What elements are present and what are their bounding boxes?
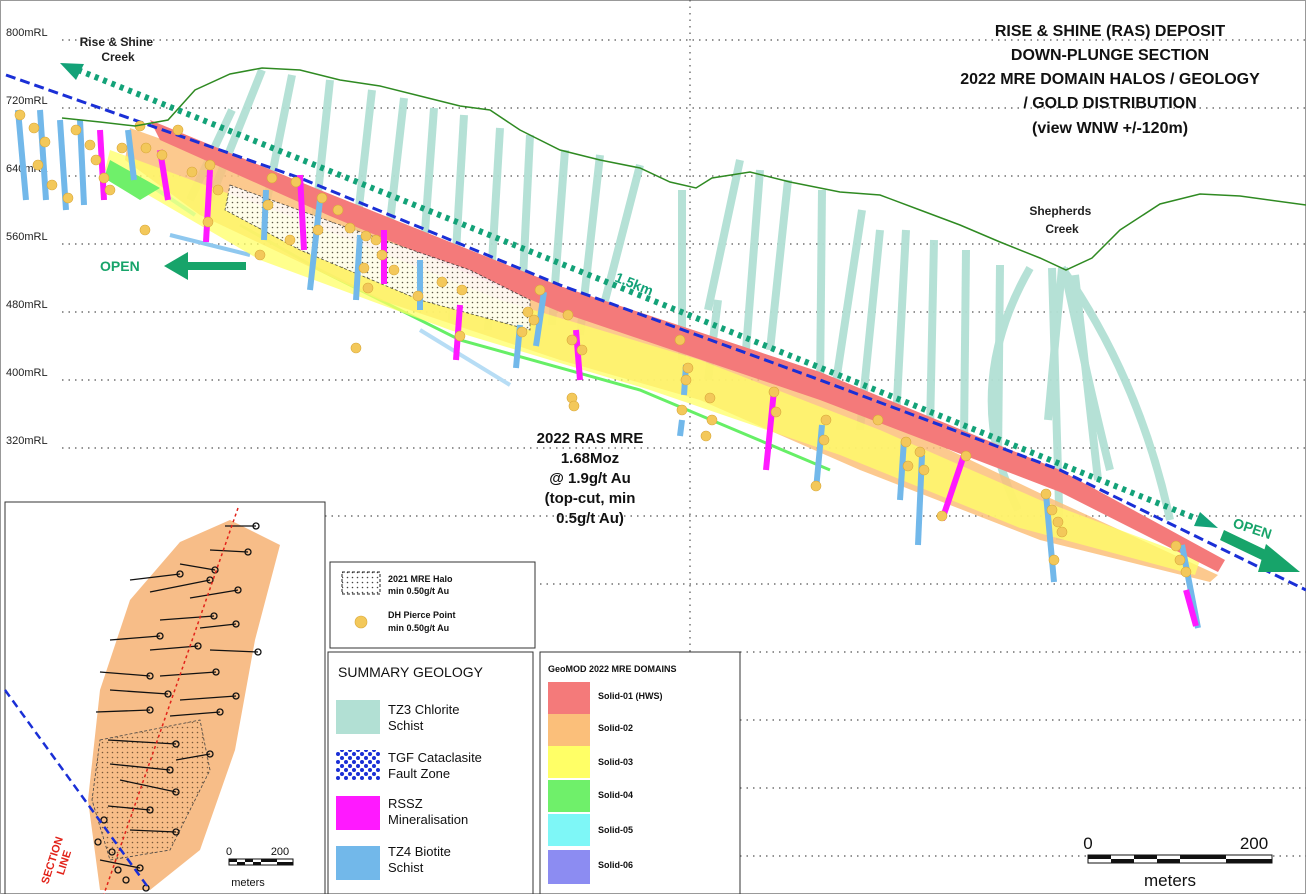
pierce-legend-line2: min 0.50g/t Au xyxy=(388,623,449,633)
domain-swatch-solid05 xyxy=(548,814,590,846)
domain-swatch-solid06 xyxy=(548,850,590,884)
geology-swatch-biotite xyxy=(336,846,380,880)
inset-scale-end: 200 xyxy=(271,846,289,858)
geology-chlorite-line1: TZ3 Chlorite xyxy=(388,702,460,717)
shepherds-creek-line1: Shepherds xyxy=(1029,204,1091,218)
geology-fault-line1: TGF Cataclasite xyxy=(388,750,482,765)
inset-drill-collars xyxy=(94,522,262,892)
inset-scale-unit: meters xyxy=(231,877,265,889)
geology-legend-title: SUMMARY GEOLOGY xyxy=(338,664,484,680)
halo-legend-line1: 2021 MRE Halo xyxy=(388,574,453,584)
elevation-label-480: 480mRL xyxy=(6,299,48,311)
geology-fault-line2: Fault Zone xyxy=(388,766,450,781)
solid01-domain xyxy=(150,120,1225,572)
geology-chlorite-line2: Schist xyxy=(388,718,424,733)
mre-callout-line5: 0.5g/t Au) xyxy=(556,510,624,527)
halo-legend-line2: min 0.50g/t Au xyxy=(388,586,449,596)
elevation-label-560: 560mRL xyxy=(6,231,48,243)
domain-label-solid06: Solid-06 xyxy=(598,860,633,870)
domain-label-solid05: Solid-05 xyxy=(598,825,633,835)
mre-callout: 2022 RAS MRE 1.68Moz @ 1.9g/t Au (top-cu… xyxy=(537,430,644,527)
open-arrow-right xyxy=(1220,530,1300,572)
geology-biotite-line1: TZ4 Biotite xyxy=(388,844,451,859)
plunge-arrow-head-up xyxy=(60,63,84,80)
shepherds-creek-line2: Creek xyxy=(1045,222,1079,236)
domain-swatch-solid03 xyxy=(548,746,590,778)
rise-shine-creek-label: Rise & Shine Creek xyxy=(80,35,157,64)
biotite-contact-upper xyxy=(169,233,251,257)
domain-swatch-solid04 xyxy=(548,780,590,812)
geology-biotite-line2: Schist xyxy=(388,860,424,875)
topography-profile xyxy=(61,67,1306,271)
shepherds-creek-label: Shepherds Creek xyxy=(1029,204,1094,236)
title-line-1: RISE & SHINE (RAS) DEPOSIT xyxy=(995,23,1225,40)
geology-swatch-fault xyxy=(336,750,380,780)
inset-scale-bar: 0 200 meters xyxy=(226,846,294,889)
elevation-labels: 800mRL 720mRL 640mRL 560mRL 480mRL 400mR… xyxy=(6,27,48,447)
figure-title: RISE & SHINE (RAS) DEPOSIT DOWN-PLUNGE S… xyxy=(960,23,1260,137)
mre-callout-line1: 2022 RAS MRE xyxy=(537,430,644,447)
geology-rssz-line2: Mineralisation xyxy=(388,812,468,827)
title-line-4: / GOLD DISTRIBUTION xyxy=(1023,95,1196,112)
open-label-left: OPEN xyxy=(100,258,140,274)
pierce-legend-line1: DH Pierce Point xyxy=(388,610,456,620)
mre-callout-line2: 1.68Moz xyxy=(561,450,619,467)
inset-halo-area xyxy=(91,719,211,861)
scale-start-label: 0 xyxy=(1083,834,1092,853)
domain-swatch-solid02 xyxy=(548,714,590,746)
elevation-label-720: 720mRL xyxy=(6,95,48,107)
geology-swatch-chlorite xyxy=(336,700,380,734)
title-line-5: (view WNW +/-120m) xyxy=(1032,120,1188,137)
elevation-gridlines xyxy=(62,0,1306,894)
elevation-label-800: 800mRL xyxy=(6,27,48,39)
plunge-arrow-head-down xyxy=(1194,512,1218,528)
summary-geology-legend: SUMMARY GEOLOGY TZ3 Chlorite Schist TGF … xyxy=(327,651,534,894)
scale-bar: 0 200 meters xyxy=(1083,834,1273,890)
geology-rssz-line1: RSSZ xyxy=(388,796,423,811)
dh-pierce-points xyxy=(14,109,1192,578)
pierce-legend-swatch xyxy=(354,615,368,629)
biotite-contact-lower xyxy=(418,328,512,387)
domains-legend-title: GeoMOD 2022 MRE DOMAINS xyxy=(548,664,677,674)
title-line-2: DOWN-PLUNGE SECTION xyxy=(1011,47,1209,64)
inset-map: SECTION LINE 0 200 meters xyxy=(3,501,326,894)
domain-label-solid03: Solid-03 xyxy=(598,757,633,767)
mre-callout-line4: (top-cut, min xyxy=(545,490,636,507)
mre-callout-line3: @ 1.9g/t Au xyxy=(549,470,631,487)
inset-scale-start: 0 xyxy=(226,846,232,858)
rise-shine-creek-line1: Rise & Shine xyxy=(80,35,154,49)
elevation-label-400: 400mRL xyxy=(6,367,48,379)
tgf-fault-trace xyxy=(5,73,1306,592)
halo-pierce-legend: 2021 MRE Halo min 0.50g/t Au DH Pierce P… xyxy=(329,561,536,649)
mre-domains-legend: GeoMOD 2022 MRE DOMAINS Solid-01 (HWS) S… xyxy=(539,651,741,894)
domain-label-solid01: Solid-01 (HWS) xyxy=(598,691,663,701)
inset-fault-trace xyxy=(3,689,152,891)
geology-swatch-rssz xyxy=(336,796,380,830)
open-arrow-left xyxy=(164,252,246,280)
domain-label-solid02: Solid-02 xyxy=(598,723,633,733)
domain-swatch-solid01 xyxy=(548,682,590,714)
rise-shine-creek-line2: Creek xyxy=(101,50,135,64)
inset-section-line xyxy=(103,507,239,894)
scale-end-label: 200 xyxy=(1240,834,1268,853)
elevation-label-320: 320mRL xyxy=(6,435,48,447)
scale-unit-label: meters xyxy=(1144,871,1196,890)
plunge-arrow xyxy=(60,63,1218,528)
title-line-3: 2022 MRE DOMAIN HALOS / GEOLOGY xyxy=(960,71,1260,88)
domain-label-solid04: Solid-04 xyxy=(598,790,633,800)
halo-legend-swatch xyxy=(341,571,381,595)
